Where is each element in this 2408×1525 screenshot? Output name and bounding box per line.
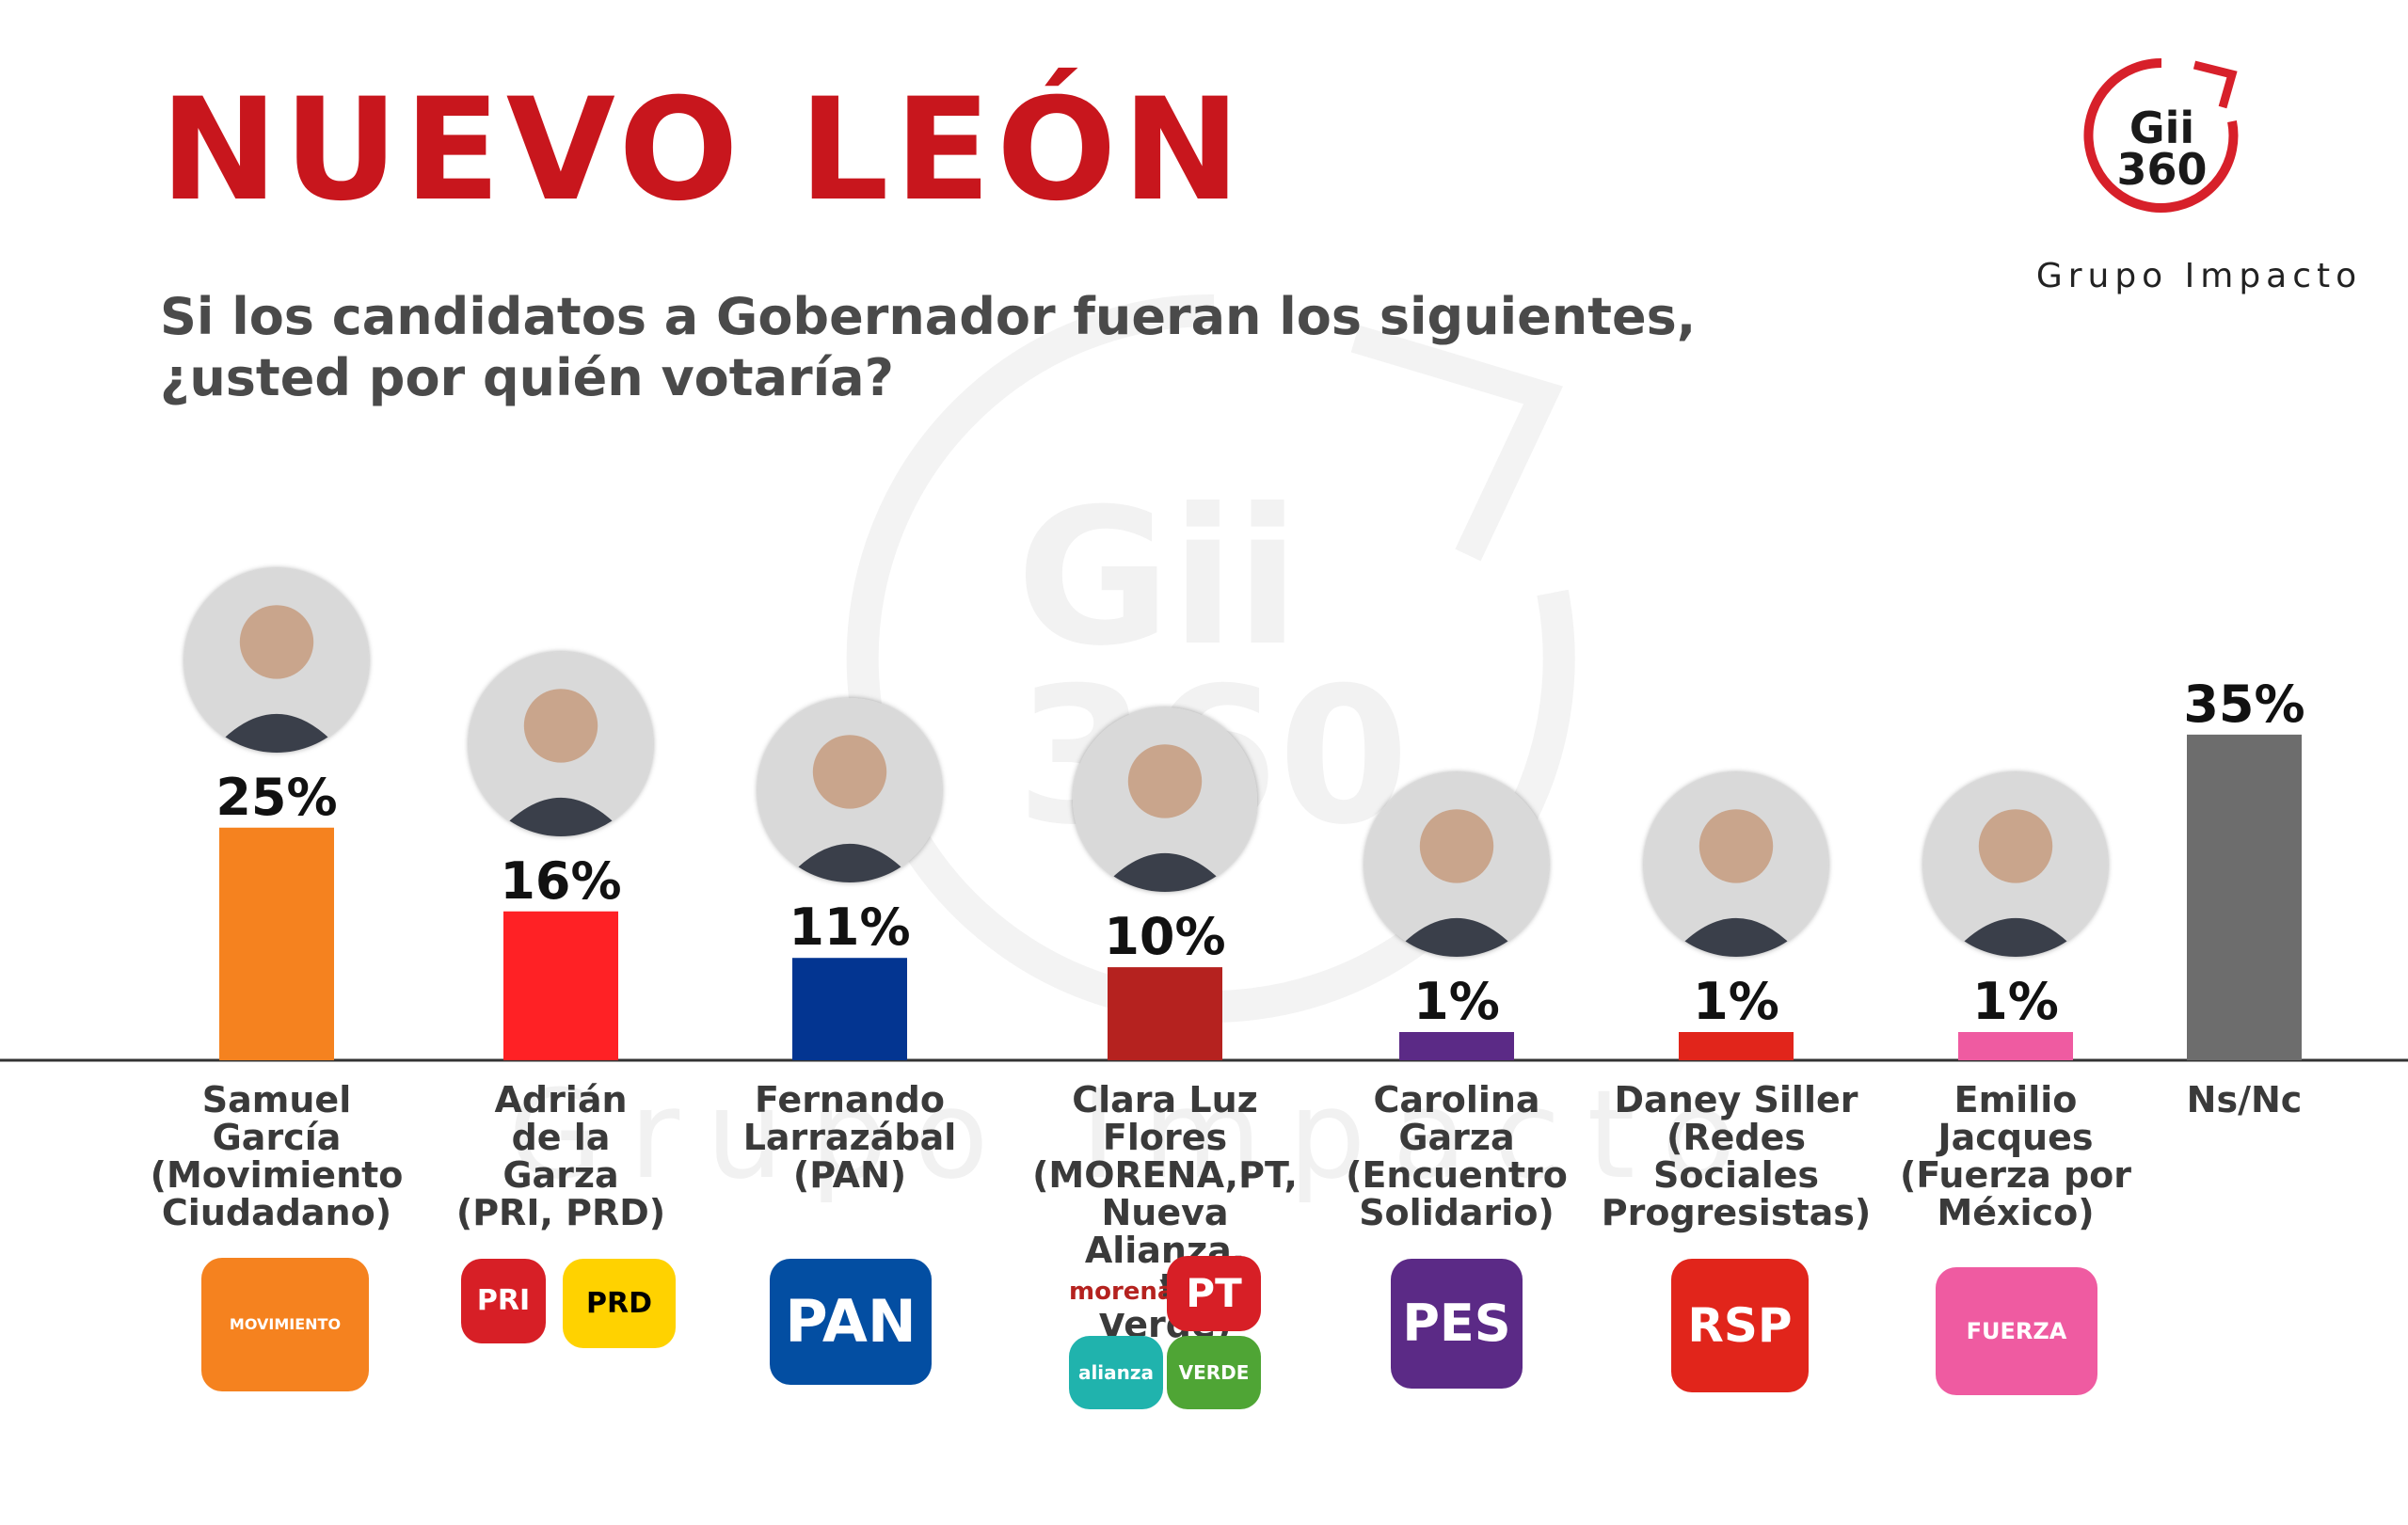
star-icon: PT xyxy=(1167,1256,1261,1331)
fuerza-icon: FUERZA MÉXICO xyxy=(1936,1267,2097,1472)
morena-icon: morena xyxy=(1069,1270,1173,1313)
bar xyxy=(1108,967,1222,1060)
bar xyxy=(1958,1032,2073,1060)
bar xyxy=(503,911,618,1060)
bar xyxy=(219,827,334,1060)
candidate-photo-avatar xyxy=(1073,707,1257,893)
watermark-company: Grupo Impacto xyxy=(508,1063,1763,1206)
alianza-icon: alianza xyxy=(1069,1336,1163,1409)
pan-icon: PAN xyxy=(770,1259,932,1385)
category-label: Adrián de la Garza (PRI, PRD) xyxy=(455,1079,666,1233)
candidate-photo-avatar xyxy=(1644,772,1828,957)
category-label: Emilio Jacques (Fuerza por México) xyxy=(1899,1079,2132,1233)
refresh-ring-icon xyxy=(2083,57,2239,213)
rsp-icon: RSP xyxy=(1671,1259,1809,1392)
category-label: Ns/Nc xyxy=(2186,1079,2303,1120)
value-label: 16% xyxy=(500,851,621,911)
value-label: 10% xyxy=(1104,907,1225,966)
value-label: 1% xyxy=(1413,972,1500,1031)
candidate-photo-avatar xyxy=(184,567,369,753)
value-label: 1% xyxy=(1972,972,2059,1031)
eagle-icon: MOVIMIENTO CIUDADANO xyxy=(201,1258,369,1467)
candidate-photo-avatar xyxy=(1364,772,1549,957)
sun-icon: PRD xyxy=(563,1259,676,1348)
category-label: Carolina Garza (Encuentro Solidario) xyxy=(1346,1079,1568,1233)
candidate-photo-avatar xyxy=(1923,772,2108,957)
page-title: NUEVO LEÓN xyxy=(160,69,1247,232)
value-label: 35% xyxy=(2183,675,2304,734)
bar-chart: 25% 16% 11% 10% 1% 1% 1% 35% xyxy=(0,675,2408,1062)
bar xyxy=(2187,734,2302,1060)
candidate-photo-avatar xyxy=(757,698,942,883)
value-label: 1% xyxy=(1693,972,1779,1031)
bar xyxy=(1679,1032,1794,1060)
candidate-photo-avatar xyxy=(469,651,653,836)
brand-logo: Gii 360 Grupo Impacto xyxy=(2036,52,2381,306)
category-label: Daney Siller (Redes Sociales Progresista… xyxy=(1601,1079,1872,1233)
bar xyxy=(1399,1032,1514,1060)
company-name: Grupo Impacto xyxy=(2035,257,2363,295)
value-label: 25% xyxy=(215,768,337,827)
verde-icon: VERDE xyxy=(1167,1336,1261,1409)
value-label: 11% xyxy=(789,898,910,957)
bar xyxy=(792,958,907,1060)
check-icon: PES xyxy=(1391,1259,1523,1389)
logo-text: Gii 360 xyxy=(2116,103,2208,195)
category-label: Samuel García (Movimiento Ciudadano) xyxy=(150,1079,404,1233)
survey-question: Si los candidatos a Gobernador fueran lo… xyxy=(160,287,1697,407)
category-label: Fernando Larrazábal (PAN) xyxy=(742,1079,957,1196)
pri-icon: PRI xyxy=(461,1259,546,1343)
